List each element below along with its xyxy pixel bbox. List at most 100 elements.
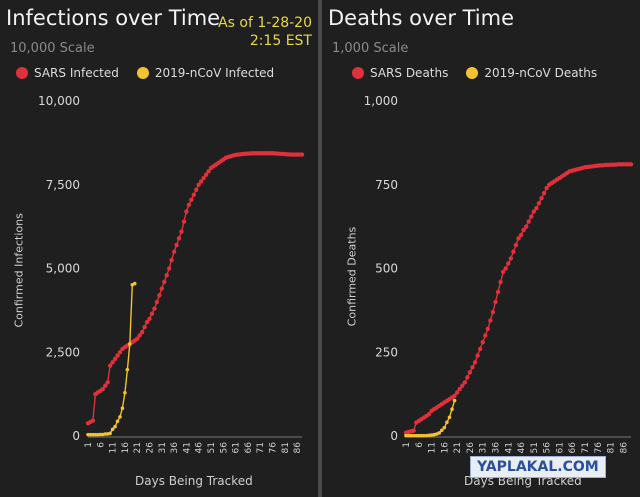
infections-x-axis-title: Days Being Tracked	[135, 474, 253, 488]
deaths-sars-deaths-point	[457, 386, 462, 392]
deaths-sars-deaths-point	[426, 412, 432, 417]
deaths-x-tick-label: 51	[530, 442, 540, 453]
infections-sars-infected-point	[159, 286, 164, 291]
infections-y-tick-label: 2,500	[46, 345, 80, 359]
infections-y-tick-label: 7,500	[46, 178, 80, 192]
infections-sars-infected-point	[105, 380, 110, 385]
infections-sars-infected-point	[110, 360, 115, 365]
deaths-2019-ncov-deaths-point	[422, 433, 426, 438]
infections-sars-infected-point	[134, 336, 140, 342]
deaths-x-tick-label: 16	[440, 442, 450, 454]
legend-label-sars-infected: SARS Infected	[34, 66, 119, 80]
infections-y-tick-label: 10,000	[38, 94, 80, 108]
deaths-2019-ncov-deaths-point	[439, 428, 444, 433]
infections-sars-infected-point	[191, 192, 196, 197]
deaths-sars-deaths-point	[454, 390, 460, 395]
infections-sars-infected-point	[203, 172, 209, 177]
deaths-2019-ncov-deaths-point	[404, 433, 408, 438]
deaths-2019-ncov-deaths-point	[409, 433, 413, 438]
infections-x-tick-label: 46	[195, 442, 205, 454]
deaths-y-tick-label: 500	[375, 262, 398, 276]
as-of-time: 2:15 EST	[249, 33, 312, 49]
infections-chart-panel: Infections over Time 10,000 Scale As of …	[0, 0, 318, 497]
deaths-sars-deaths-point	[498, 279, 503, 285]
infections-x-tick-label: 1	[84, 442, 94, 448]
deaths-sars-deaths-point	[470, 365, 475, 370]
infections-sars-infected-point	[299, 152, 305, 157]
infections-sars-infected-point	[186, 202, 192, 208]
infections-sars-infected-point	[147, 316, 152, 321]
infections-2019-ncov-infected-point	[86, 432, 90, 437]
infections-x-tick-label: 16	[121, 442, 131, 454]
deaths-x-tick-label: 21	[453, 442, 463, 453]
infections-2019-ncov-infected-line	[88, 282, 135, 436]
deaths-sars-deaths-point	[490, 309, 496, 315]
infections-2019-ncov-infected-point	[118, 415, 122, 419]
deaths-sars-deaths-point	[477, 346, 483, 352]
deaths-sars-deaths-point	[462, 380, 468, 385]
deaths-sars-deaths-point	[526, 219, 531, 224]
deaths-2019-ncov-deaths-point	[452, 398, 457, 403]
deaths-chart-subtitle: 1,000 Scale	[332, 41, 409, 56]
deaths-x-tick-label: 11	[428, 442, 438, 453]
deaths-sars-deaths-point	[411, 428, 416, 433]
deaths-2019-ncov-deaths-point	[447, 415, 452, 420]
deaths-2019-ncov-deaths-point	[437, 431, 442, 435]
infections-2019-ncov-infected-point	[132, 281, 137, 286]
deaths-sars-deaths-point	[544, 185, 549, 191]
infections-x-tick-label: 86	[293, 442, 303, 454]
deaths-chart-panel: Deaths over Time 1,000 Scale SARS Deaths…	[322, 0, 640, 497]
deaths-sars-deaths-point	[508, 256, 514, 261]
infections-sars-infected-point	[196, 182, 201, 187]
deaths-sars-deaths-point	[460, 383, 465, 388]
infections-2019-ncov-infected-point	[125, 367, 130, 372]
infections-sars-infected-point	[154, 299, 160, 305]
deaths-x-tick-label: 56	[543, 442, 553, 454]
infections-sars-infected-point	[164, 273, 169, 278]
deaths-sars-deaths-point	[534, 206, 539, 211]
infections-x-tick-label: 51	[207, 442, 217, 453]
deaths-sars-deaths-point	[536, 200, 542, 206]
deaths-x-tick-label: 86	[619, 442, 629, 454]
infections-sars-infected-point	[90, 418, 96, 423]
infections-sars-infected-point	[206, 169, 211, 174]
infections-y-tick-label: 5,000	[46, 262, 80, 276]
deaths-2019-ncov-deaths-point	[411, 433, 416, 438]
deaths-sars-deaths-point	[521, 227, 526, 233]
deaths-x-tick-label: 1	[402, 442, 412, 448]
deaths-x-tick-label: 41	[504, 442, 514, 453]
deaths-sars-deaths-point	[518, 232, 524, 238]
ncov-infected-legend-dot	[136, 67, 149, 79]
deaths-x-tick-label: 71	[581, 442, 591, 453]
deaths-sars-deaths-point	[523, 224, 529, 229]
infections-sars-infected-point	[184, 209, 189, 214]
deaths-sars-deaths-point	[485, 326, 491, 331]
infections-sars-infected-point	[144, 319, 150, 325]
deaths-legend: SARS Deaths 2019-nCoV Deaths	[352, 66, 615, 80]
infections-x-tick-label: 71	[256, 442, 266, 453]
legend-item-sars-infected: SARS Infected	[16, 66, 119, 80]
legend-item-sars-deaths: SARS Deaths	[352, 66, 448, 80]
deaths-sars-deaths-point	[506, 261, 511, 266]
deaths-sars-deaths-point	[531, 209, 537, 214]
infections-sars-infected-point	[152, 306, 157, 311]
deaths-sars-deaths-point	[475, 353, 480, 358]
infections-sars-infected-point	[103, 383, 108, 388]
infections-2019-ncov-infected-point	[110, 427, 115, 432]
deaths-sars-deaths-point	[480, 340, 485, 345]
infections-sars-infected-point	[174, 242, 179, 248]
deaths-y-tick-label: 0	[390, 429, 398, 443]
deaths-x-tick-label: 61	[555, 442, 565, 453]
infections-sars-infected-point	[198, 179, 204, 184]
deaths-sars-deaths-point	[467, 370, 473, 375]
deaths-sars-deaths-point	[513, 242, 519, 248]
deaths-2019-ncov-deaths-point	[450, 407, 454, 412]
sars-deaths-legend-dot	[352, 67, 364, 79]
infections-x-tick-label: 41	[182, 442, 192, 453]
infections-legend: SARS Infected 2019-nCoV Infected	[16, 66, 292, 80]
infections-chart-title: Infections over Time	[6, 6, 221, 30]
infections-sars-infected-point	[166, 266, 172, 271]
infections-x-tick-label: 56	[219, 442, 229, 454]
